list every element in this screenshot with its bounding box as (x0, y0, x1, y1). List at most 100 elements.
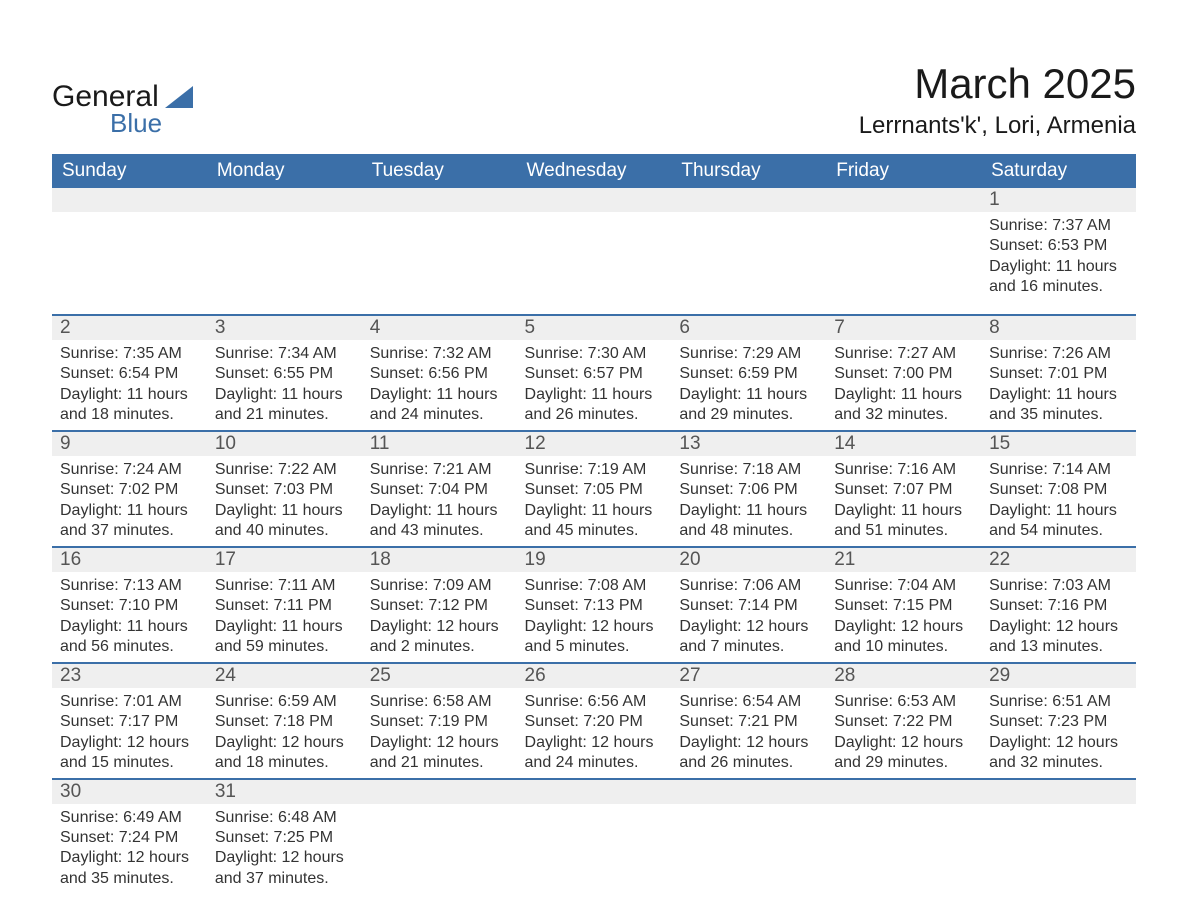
day-details (981, 804, 1136, 894)
sunrise-text: Sunrise: 7:37 AM (989, 216, 1128, 236)
day-number (517, 188, 672, 212)
day-number: 10 (207, 431, 362, 456)
day-number: 11 (362, 431, 517, 456)
sunset-text: Sunset: 7:05 PM (525, 480, 664, 500)
day-number: 13 (671, 431, 826, 456)
daylight-text: Daylight: 12 hours and 21 minutes. (370, 733, 509, 774)
sunset-text: Sunset: 7:18 PM (215, 712, 354, 732)
daylight-text: Daylight: 11 hours and 24 minutes. (370, 385, 509, 426)
sunrise-text: Sunrise: 7:13 AM (60, 576, 199, 596)
day-details: Sunrise: 7:16 AMSunset: 7:07 PMDaylight:… (826, 456, 981, 547)
sunrise-text: Sunrise: 7:09 AM (370, 576, 509, 596)
day-number (207, 188, 362, 212)
day-number: 25 (362, 663, 517, 688)
day-details: Sunrise: 7:19 AMSunset: 7:05 PMDaylight:… (517, 456, 672, 547)
sunrise-text: Sunrise: 7:14 AM (989, 460, 1128, 480)
day-details (826, 804, 981, 894)
day-number (52, 188, 207, 212)
day-number: 2 (52, 315, 207, 340)
week-details-row: Sunrise: 7:24 AMSunset: 7:02 PMDaylight:… (52, 456, 1136, 547)
day-details (207, 212, 362, 315)
page-title: March 2025 (859, 60, 1136, 108)
sunset-text: Sunset: 7:06 PM (679, 480, 818, 500)
dayheader-fri: Friday (826, 154, 981, 188)
daylight-text: Daylight: 12 hours and 24 minutes. (525, 733, 664, 774)
day-number: 29 (981, 663, 1136, 688)
sunset-text: Sunset: 7:12 PM (370, 596, 509, 616)
sunset-text: Sunset: 7:07 PM (834, 480, 973, 500)
sunrise-text: Sunrise: 6:58 AM (370, 692, 509, 712)
day-number: 24 (207, 663, 362, 688)
day-number: 7 (826, 315, 981, 340)
sunset-text: Sunset: 7:02 PM (60, 480, 199, 500)
sunset-text: Sunset: 7:20 PM (525, 712, 664, 732)
day-number: 4 (362, 315, 517, 340)
day-details: Sunrise: 6:54 AMSunset: 7:21 PMDaylight:… (671, 688, 826, 779)
week-details-row: Sunrise: 7:13 AMSunset: 7:10 PMDaylight:… (52, 572, 1136, 663)
sunrise-text: Sunrise: 6:56 AM (525, 692, 664, 712)
sunset-text: Sunset: 6:59 PM (679, 364, 818, 384)
sunrise-text: Sunrise: 7:32 AM (370, 344, 509, 364)
week-daynum-row: 3031 (52, 779, 1136, 804)
sunset-text: Sunset: 7:23 PM (989, 712, 1128, 732)
day-details: Sunrise: 7:01 AMSunset: 7:17 PMDaylight:… (52, 688, 207, 779)
sunset-text: Sunset: 7:25 PM (215, 828, 354, 848)
day-number (826, 779, 981, 804)
day-details: Sunrise: 7:06 AMSunset: 7:14 PMDaylight:… (671, 572, 826, 663)
sunrise-text: Sunrise: 7:21 AM (370, 460, 509, 480)
sunrise-text: Sunrise: 7:16 AM (834, 460, 973, 480)
daylight-text: Daylight: 11 hours and 56 minutes. (60, 617, 199, 658)
sunset-text: Sunset: 6:56 PM (370, 364, 509, 384)
sunrise-text: Sunrise: 7:22 AM (215, 460, 354, 480)
day-details: Sunrise: 7:09 AMSunset: 7:12 PMDaylight:… (362, 572, 517, 663)
day-number: 3 (207, 315, 362, 340)
daylight-text: Daylight: 11 hours and 16 minutes. (989, 257, 1128, 298)
day-details: Sunrise: 7:18 AMSunset: 7:06 PMDaylight:… (671, 456, 826, 547)
sunrise-text: Sunrise: 6:53 AM (834, 692, 973, 712)
day-number: 21 (826, 547, 981, 572)
day-details: Sunrise: 7:24 AMSunset: 7:02 PMDaylight:… (52, 456, 207, 547)
sunset-text: Sunset: 7:21 PM (679, 712, 818, 732)
sunset-text: Sunset: 6:55 PM (215, 364, 354, 384)
day-details: Sunrise: 7:30 AMSunset: 6:57 PMDaylight:… (517, 340, 672, 431)
day-number: 23 (52, 663, 207, 688)
day-number: 28 (826, 663, 981, 688)
daylight-text: Daylight: 11 hours and 43 minutes. (370, 501, 509, 542)
daylight-text: Daylight: 11 hours and 45 minutes. (525, 501, 664, 542)
logo: General Blue (52, 80, 193, 139)
sunrise-text: Sunrise: 6:54 AM (679, 692, 818, 712)
title-block: March 2025 Lerrnants'k', Lori, Armenia (859, 50, 1136, 140)
sunset-text: Sunset: 7:04 PM (370, 480, 509, 500)
dayheader-tue: Tuesday (362, 154, 517, 188)
day-details: Sunrise: 7:04 AMSunset: 7:15 PMDaylight:… (826, 572, 981, 663)
sunset-text: Sunset: 7:00 PM (834, 364, 973, 384)
location-subtitle: Lerrnants'k', Lori, Armenia (859, 112, 1136, 140)
sunrise-text: Sunrise: 6:49 AM (60, 808, 199, 828)
week-daynum-row: 2345678 (52, 315, 1136, 340)
day-details (671, 212, 826, 315)
sunrise-text: Sunrise: 7:35 AM (60, 344, 199, 364)
dayheader-wed: Wednesday (517, 154, 672, 188)
sunset-text: Sunset: 7:17 PM (60, 712, 199, 732)
daylight-text: Daylight: 12 hours and 18 minutes. (215, 733, 354, 774)
week-details-row: Sunrise: 7:37 AMSunset: 6:53 PMDaylight:… (52, 212, 1136, 315)
day-details: Sunrise: 7:37 AMSunset: 6:53 PMDaylight:… (981, 212, 1136, 315)
dayheader-sat: Saturday (981, 154, 1136, 188)
day-number: 30 (52, 779, 207, 804)
sunrise-text: Sunrise: 7:06 AM (679, 576, 818, 596)
daylight-text: Daylight: 12 hours and 26 minutes. (679, 733, 818, 774)
page-header: General Blue March 2025 Lerrnants'k', Lo… (52, 50, 1136, 140)
day-details: Sunrise: 7:32 AMSunset: 6:56 PMDaylight:… (362, 340, 517, 431)
day-number: 27 (671, 663, 826, 688)
sunset-text: Sunset: 7:13 PM (525, 596, 664, 616)
daylight-text: Daylight: 12 hours and 37 minutes. (215, 848, 354, 889)
daylight-text: Daylight: 12 hours and 29 minutes. (834, 733, 973, 774)
sunset-text: Sunset: 7:08 PM (989, 480, 1128, 500)
day-details: Sunrise: 7:22 AMSunset: 7:03 PMDaylight:… (207, 456, 362, 547)
logo-text-line1: General (52, 80, 159, 114)
daylight-text: Daylight: 11 hours and 26 minutes. (525, 385, 664, 426)
sunrise-text: Sunrise: 7:03 AM (989, 576, 1128, 596)
day-details: Sunrise: 6:56 AMSunset: 7:20 PMDaylight:… (517, 688, 672, 779)
week-daynum-row: 9101112131415 (52, 431, 1136, 456)
daylight-text: Daylight: 11 hours and 21 minutes. (215, 385, 354, 426)
